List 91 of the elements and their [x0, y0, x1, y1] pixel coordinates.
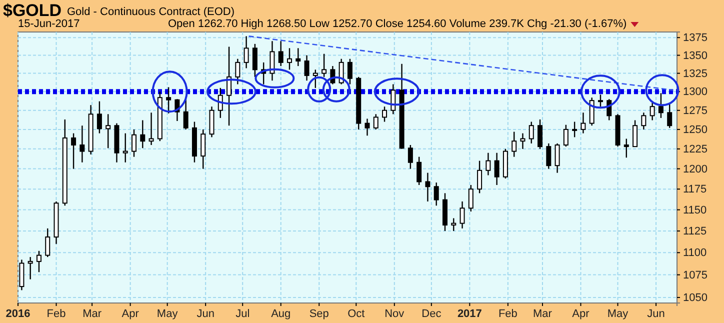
y-tick-label: 1350: [683, 50, 708, 62]
candlestick: [183, 98, 188, 130]
candlestick: [209, 106, 214, 138]
x-tick-label: Jun: [196, 308, 214, 320]
chart-subtitle: Gold - Continuous Contract (EOD): [67, 6, 235, 18]
candlestick: [296, 48, 301, 67]
y-tick-label: 1175: [683, 184, 707, 196]
candlestick: [166, 86, 172, 114]
candlestick: [477, 160, 482, 194]
y-tick-label: 1100: [683, 247, 707, 260]
chart-title: $GOLD: [3, 1, 62, 20]
x-tick-label: Nov: [384, 308, 405, 320]
candlestick: [140, 120, 146, 149]
candlestick: [373, 114, 378, 130]
x-tick-label: Oct: [348, 308, 365, 320]
candlestick: [80, 125, 85, 163]
candlestick: [28, 256, 33, 280]
candlestick: [554, 142, 560, 174]
x-tick-label: May: [156, 308, 178, 320]
candlestick: [122, 132, 128, 163]
x-tick-label: Feb: [46, 308, 66, 320]
candlestick: [235, 58, 240, 85]
x-tick-label: Sep: [309, 308, 329, 320]
y-tick-label: 1150: [683, 204, 707, 216]
candlestick: [572, 121, 578, 138]
candlestick: [19, 259, 24, 291]
y-tick-label: 1075: [683, 269, 708, 282]
x-tick-label: 2016: [6, 308, 30, 320]
y-tick-label: 1250: [683, 124, 708, 136]
candlestick: [468, 184, 474, 212]
candlestick: [416, 156, 422, 186]
y-tick-label: 1225: [683, 143, 708, 156]
x-tick-label: Mar: [82, 308, 102, 320]
text: Open 1262.70 High 1268.50 Low 1252.70 Close 1254.60 Volume 239.7K Chg -21.30 (-1.67%): [168, 18, 627, 30]
x-tick-label: Jul: [236, 308, 250, 320]
candlestick: [538, 118, 543, 150]
candlestick: [632, 120, 638, 148]
x-tick-label: Dec: [422, 308, 442, 320]
candlestick: [304, 54, 310, 82]
candlestick: [71, 132, 76, 170]
candlestick: [364, 118, 370, 136]
y-tick-label: 1300: [683, 86, 708, 98]
candlestick: [382, 106, 388, 122]
candlestick: [244, 36, 249, 69]
text: 15-Jun-2017: [18, 18, 80, 30]
y-tick-label: 1325: [683, 68, 708, 80]
candlestick: [563, 124, 568, 148]
candlestick: [546, 142, 552, 170]
candlestick: [106, 114, 111, 149]
candlestick: [408, 144, 413, 170]
candlestick: [494, 152, 500, 186]
candlestick: [580, 112, 586, 134]
x-tick-label: Aug: [271, 308, 291, 320]
candlestick: [390, 84, 396, 115]
x-tick-label: Feb: [498, 308, 518, 320]
candlestick: [667, 102, 672, 129]
candlestick: [270, 40, 275, 82]
x-tick-label: Apr: [122, 308, 140, 320]
candlestick: [278, 40, 284, 67]
candlestick: [528, 121, 534, 144]
x-tick-label: Mar: [533, 308, 552, 320]
candlestick: [520, 132, 526, 150]
candlestick: [512, 131, 517, 158]
candlestick: [434, 182, 439, 206]
candlestick: [650, 102, 655, 121]
candlestick: [347, 58, 352, 85]
x-tick-label: Apr: [572, 308, 590, 320]
y-tick-label: 1375: [683, 32, 708, 44]
x-tick-label: Jun: [647, 308, 665, 320]
y-tick-label: 1275: [683, 104, 708, 117]
y-tick-label: 1125: [683, 226, 707, 238]
candlestick: [451, 218, 456, 232]
candlestick: [96, 100, 102, 134]
candlestick: [148, 112, 154, 146]
candlestick: [287, 48, 292, 70]
candlestick: [641, 112, 646, 130]
candlestick: [132, 128, 137, 158]
candlestick: [252, 43, 258, 78]
y-tick-label: 1050: [683, 292, 708, 304]
candlestick: [45, 228, 50, 258]
candlestick: [200, 128, 206, 170]
candlestick: [460, 200, 465, 230]
candlestick: [36, 250, 42, 273]
candlestick: [322, 53, 327, 78]
candlestick: [226, 46, 232, 126]
candlestick: [624, 138, 629, 158]
candlestick: [486, 152, 491, 176]
x-tick-label: May: [607, 308, 629, 320]
candlestick: [425, 172, 430, 202]
x-tick-label: 2017: [457, 308, 482, 320]
y-tick-label: 1200: [683, 163, 708, 176]
